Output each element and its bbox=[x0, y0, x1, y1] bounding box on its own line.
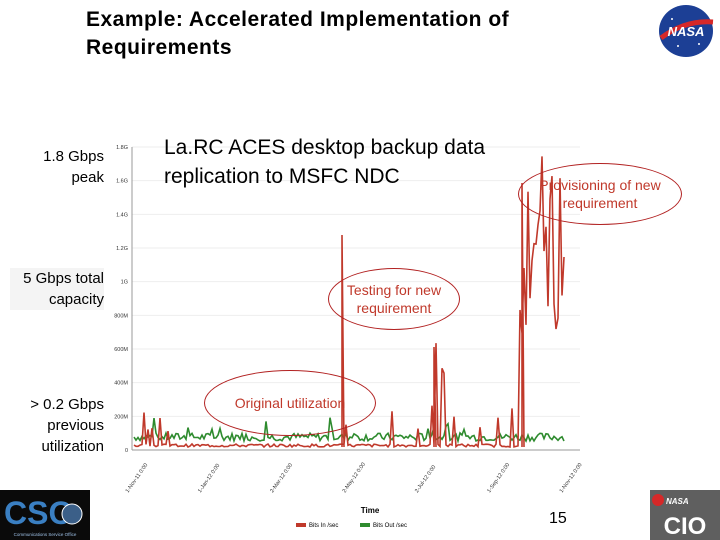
chart-description: La.RC ACES desktop backup data replicati… bbox=[164, 136, 486, 188]
cio-logo: NASA CIO bbox=[650, 490, 720, 540]
x-axis-title: Time bbox=[361, 506, 380, 515]
original-utilization-callout: Original utilization bbox=[204, 370, 376, 436]
utilization-chart: 1.8G 1.6G 1.4G 1.2G 1G 800M 600M 400M 200M 0 1-No… bbox=[114, 145, 584, 529]
y-tick-label: 1.8G bbox=[116, 145, 128, 151]
x-tick-label: 2-Mar-12 0:00 bbox=[269, 462, 294, 494]
x-tick-label: 2-Jul-12 0:00 bbox=[414, 464, 437, 494]
y-tick-label: 1.2G bbox=[116, 246, 128, 252]
slide-title: Example: Accelerated Implementation of R… bbox=[86, 8, 510, 59]
legend-swatch-out bbox=[360, 523, 370, 527]
page-number: 15 bbox=[549, 510, 567, 527]
capacity-label: 5 Gbps total capacity bbox=[10, 268, 104, 310]
legend-label-in: Bits In /sec bbox=[309, 523, 338, 529]
y-tick-label: 600M bbox=[114, 347, 128, 353]
nasa-logo-text: NASA bbox=[668, 24, 705, 39]
y-tick-label: 0 bbox=[125, 448, 128, 454]
x-tick-label: 1-Nov-12 0:00 bbox=[559, 462, 584, 494]
x-tick-label: 1-Nov-11 0:00 bbox=[125, 462, 150, 494]
y-tick-label: 1G bbox=[121, 280, 128, 286]
peak-label: 1.8 Gbps peak bbox=[43, 148, 104, 186]
legend-label-out: Bits Out /sec bbox=[373, 523, 407, 529]
x-tick-label: 1-Jan-12 0:00 bbox=[197, 463, 221, 494]
bits-out-series bbox=[133, 417, 565, 445]
y-tick-label: 1.4G bbox=[116, 212, 128, 218]
nasa-logo: NASA bbox=[659, 5, 714, 57]
cio-logo-text: CIO bbox=[664, 513, 707, 540]
cso-logo-subtitle: Communications Service Office bbox=[14, 532, 77, 537]
bits-in-series bbox=[133, 156, 565, 449]
previous-utilization-label: > 0.2 Gbps previous utilization bbox=[30, 396, 104, 455]
y-tick-label: 200M bbox=[114, 414, 128, 420]
legend: Bits In /sec Bits Out /sec bbox=[296, 523, 407, 529]
x-tick-label: 1-Sep-12 0:00 bbox=[486, 462, 511, 494]
cio-logo-nasa-text: NASA bbox=[666, 497, 689, 506]
y-tick-label: 1.6G bbox=[116, 179, 128, 185]
y-axis-ticks: 1.8G 1.6G 1.4G 1.2G 1G 800M 600M 400M 200M 0 bbox=[114, 145, 128, 454]
provisioning-callout: Provisioning of new requirement bbox=[518, 163, 682, 225]
y-tick-label: 800M bbox=[114, 313, 128, 319]
testing-callout: Testing for new requirement bbox=[328, 268, 460, 330]
legend-swatch-in bbox=[296, 523, 306, 527]
x-axis-ticks: 1-Nov-11 0:00 1-Jan-12 0:00 2-Mar-12 0:00 2… bbox=[125, 462, 584, 494]
y-tick-label: 400M bbox=[114, 381, 128, 387]
x-tick-label: 2-May-12 0:00 bbox=[342, 462, 367, 494]
cso-logo: CSO Communications Service Office bbox=[0, 490, 90, 540]
